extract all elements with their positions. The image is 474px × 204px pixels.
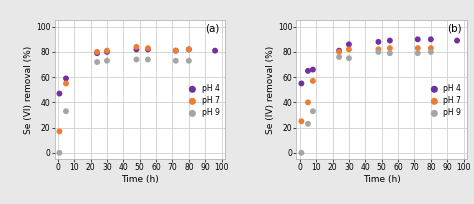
pH 9	[185, 59, 192, 62]
Y-axis label: Se (VI) removal (%): Se (VI) removal (%)	[24, 46, 33, 134]
pH 7	[304, 101, 312, 104]
pH 9	[298, 151, 305, 154]
pH 4	[345, 43, 353, 46]
pH 4	[62, 77, 70, 80]
Text: (b): (b)	[447, 23, 462, 33]
pH 4	[133, 48, 140, 51]
pH 4	[309, 68, 317, 71]
pH 4	[185, 48, 192, 51]
pH 4	[298, 82, 305, 85]
pH 9	[103, 59, 111, 62]
Legend: pH 4, pH 7, pH 9: pH 4, pH 7, pH 9	[185, 84, 219, 118]
pH 4	[172, 49, 180, 52]
pH 4	[453, 39, 461, 42]
pH 4	[211, 49, 219, 52]
pH 7	[133, 45, 140, 49]
pH 7	[298, 120, 305, 123]
pH 4	[374, 40, 382, 43]
pH 7	[185, 48, 192, 51]
pH 7	[62, 82, 70, 85]
pH 9	[62, 110, 70, 113]
Text: (a): (a)	[205, 23, 220, 33]
pH 7	[55, 130, 63, 133]
pH 7	[172, 49, 180, 52]
pH 9	[55, 151, 63, 154]
pH 4	[93, 52, 101, 55]
pH 9	[304, 122, 312, 125]
pH 7	[386, 47, 394, 50]
pH 7	[414, 47, 421, 50]
pH 4	[427, 38, 435, 41]
pH 9	[133, 58, 140, 61]
pH 7	[335, 50, 343, 54]
pH 9	[144, 58, 152, 61]
pH 4	[386, 39, 394, 42]
Y-axis label: Se (IV) removal (%): Se (IV) removal (%)	[266, 46, 275, 134]
pH 7	[374, 48, 382, 51]
pH 7	[427, 47, 435, 50]
pH 4	[144, 48, 152, 51]
Legend: pH 4, pH 7, pH 9: pH 4, pH 7, pH 9	[427, 84, 461, 118]
pH 7	[345, 48, 353, 51]
pH 9	[172, 59, 180, 62]
pH 9	[93, 60, 101, 64]
X-axis label: Time (h): Time (h)	[121, 175, 159, 184]
pH 4	[103, 50, 111, 54]
pH 4	[55, 92, 63, 95]
pH 9	[374, 50, 382, 54]
pH 9	[335, 55, 343, 59]
pH 9	[386, 52, 394, 55]
pH 7	[103, 49, 111, 52]
pH 7	[93, 50, 101, 54]
pH 4	[414, 38, 421, 41]
X-axis label: Time (h): Time (h)	[363, 175, 401, 184]
pH 9	[345, 57, 353, 60]
pH 7	[144, 47, 152, 50]
pH 7	[309, 79, 317, 83]
pH 4	[304, 69, 312, 72]
pH 9	[309, 110, 317, 113]
pH 9	[427, 50, 435, 54]
pH 9	[414, 52, 421, 55]
pH 4	[335, 49, 343, 52]
